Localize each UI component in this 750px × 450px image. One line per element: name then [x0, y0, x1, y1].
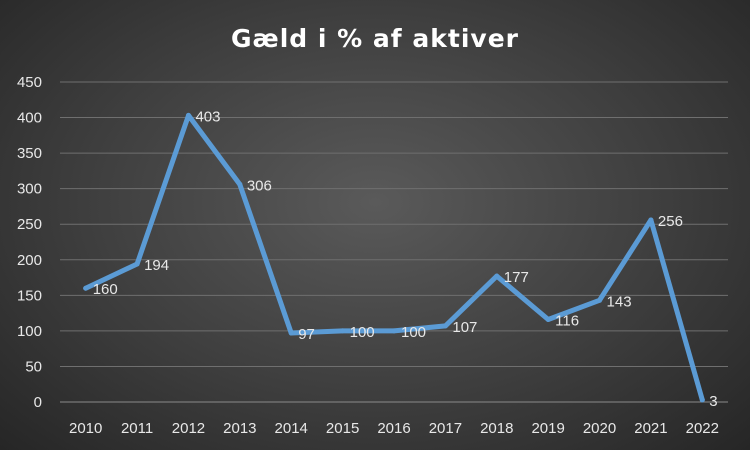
- series-layer: [83, 112, 705, 403]
- data-point: [83, 285, 89, 291]
- x-tick-label: 2019: [531, 420, 564, 437]
- data-labels: 160 194 403 306 97 100 100 107 177 116 143 256 3: [93, 108, 718, 409]
- y-tick-label: 250: [17, 216, 42, 233]
- data-label: 403: [195, 108, 220, 125]
- x-tick-label: 2021: [634, 420, 667, 437]
- data-label: 100: [350, 324, 375, 341]
- data-label: 194: [144, 257, 169, 274]
- y-tick-label: 100: [17, 323, 42, 340]
- x-tick-label: 2012: [172, 420, 205, 437]
- data-point: [185, 112, 191, 118]
- data-label: 143: [607, 293, 632, 310]
- x-tick-label: 2020: [583, 420, 616, 437]
- chart-title: Gæld i % af aktiver: [231, 24, 519, 53]
- data-label: 177: [504, 269, 529, 286]
- data-point: [494, 273, 500, 279]
- y-tick-label: 200: [17, 252, 42, 269]
- x-tick-label: 2015: [326, 420, 359, 437]
- y-tick-label: 0: [34, 394, 42, 411]
- data-label: 97: [298, 326, 315, 343]
- x-tick-label: 2017: [429, 420, 462, 437]
- data-label: 116: [555, 313, 579, 330]
- data-point: [237, 181, 243, 187]
- data-point: [597, 297, 603, 303]
- y-tick-label: 400: [17, 110, 42, 127]
- y-tick-label: 50: [25, 358, 42, 375]
- data-point: [340, 328, 346, 334]
- data-point: [545, 317, 551, 323]
- data-point: [391, 328, 397, 334]
- x-tick-label: 2022: [686, 420, 719, 437]
- data-label: 100: [401, 324, 426, 341]
- data-point: [288, 330, 294, 336]
- data-point: [699, 397, 705, 403]
- y-tick-label: 350: [17, 145, 42, 162]
- data-point: [442, 323, 448, 329]
- y-tick-label: 300: [17, 181, 42, 198]
- x-tick-label: 2014: [275, 420, 308, 437]
- data-point: [134, 261, 140, 267]
- y-axis-ticks: 0 50 100 150 200 250 300 350 400 450: [17, 74, 42, 411]
- x-tick-label: 2016: [377, 420, 410, 437]
- x-tick-label: 2010: [69, 420, 102, 437]
- series-line: [83, 112, 705, 403]
- x-tick-label: 2018: [480, 420, 513, 437]
- x-tick-label: 2011: [121, 420, 153, 437]
- data-label: 306: [247, 177, 272, 194]
- x-tick-label: 2013: [223, 420, 256, 437]
- data-label: 256: [658, 213, 683, 230]
- y-tick-label: 450: [17, 74, 42, 91]
- data-label: 107: [452, 319, 477, 336]
- gridlines: [60, 81, 728, 403]
- y-tick-label: 150: [17, 287, 42, 304]
- data-label: 160: [93, 281, 118, 298]
- x-axis-ticks: 2010 2011 2012 2013 2014 2015 2016 2017 2018 2019…: [69, 420, 719, 437]
- data-point: [648, 217, 654, 223]
- data-label: 3: [709, 393, 717, 410]
